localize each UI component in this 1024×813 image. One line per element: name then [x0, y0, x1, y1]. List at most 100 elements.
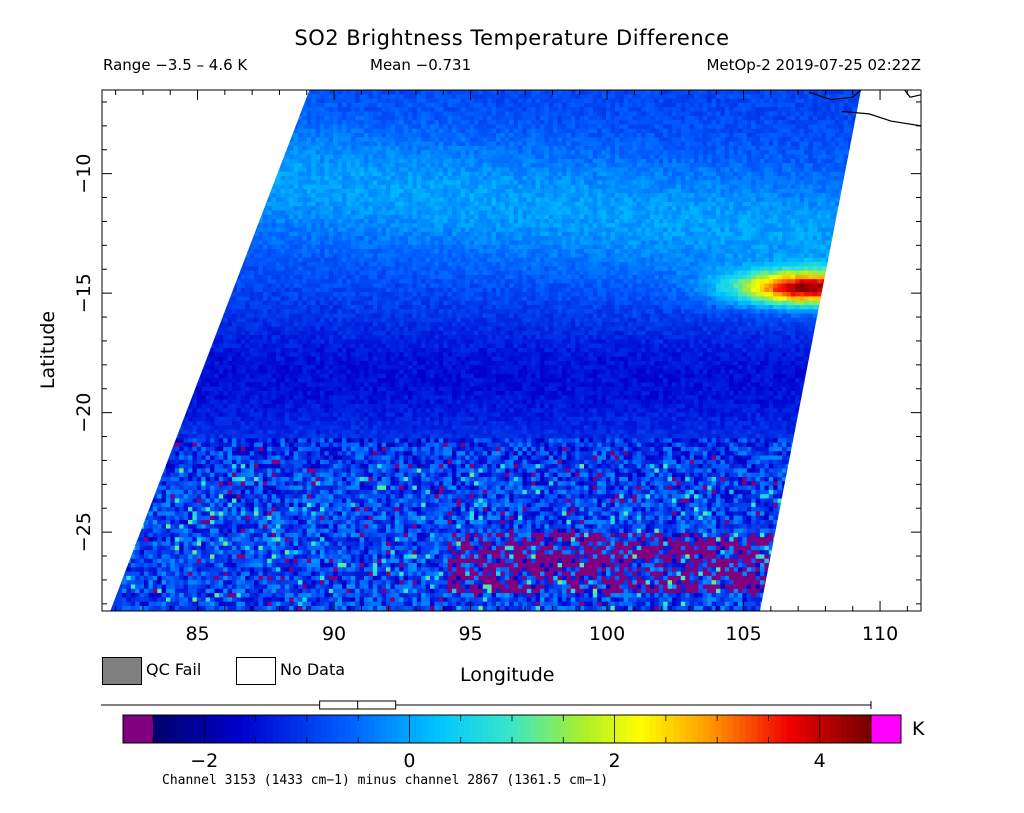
data-cell: [157, 193, 162, 198]
data-cell: [575, 176, 580, 181]
data-cell: [223, 129, 228, 134]
data-cell: [764, 189, 769, 194]
data-cell: [659, 99, 664, 104]
data-cell: [588, 94, 593, 99]
data-cell: [228, 103, 233, 108]
data-cell: [426, 172, 431, 177]
data-cell: [162, 116, 167, 121]
data-cell: [632, 99, 637, 104]
data-cell: [694, 150, 699, 155]
data-cell: [861, 142, 866, 147]
data-cell: [245, 133, 250, 138]
data-cell: [474, 129, 479, 134]
data-cell: [800, 185, 805, 190]
data-cell: [676, 167, 681, 172]
data-cell: [514, 150, 519, 155]
data-cell: [430, 107, 435, 112]
data-cell: [126, 103, 131, 108]
data-cell: [795, 198, 800, 203]
data-cell: [637, 103, 642, 108]
data-cell: [192, 120, 197, 125]
data-cell: [914, 176, 919, 181]
data-cell: [914, 163, 919, 168]
data-cell: [540, 202, 545, 207]
data-cell: [294, 103, 299, 108]
data-cell: [558, 185, 563, 190]
data-cell: [606, 107, 611, 112]
data-cell: [646, 193, 651, 198]
data-cell: [228, 142, 233, 147]
data-cell: [338, 107, 343, 112]
data-cell: [580, 180, 585, 185]
data-cell: [263, 120, 268, 125]
data-cell: [892, 163, 897, 168]
data-cell: [219, 120, 224, 125]
data-cell: [131, 155, 136, 160]
data-cell: [905, 155, 910, 160]
data-cell: [219, 185, 224, 190]
data-cell: [663, 193, 668, 198]
data-cell: [619, 103, 624, 108]
data-cell: [773, 142, 778, 147]
data-cell: [412, 167, 417, 172]
data-cell: [404, 90, 409, 95]
data-cell: [712, 198, 717, 203]
data-cell: [232, 180, 237, 185]
data-cell: [826, 120, 831, 125]
data-cell: [333, 180, 338, 185]
data-cell: [122, 202, 127, 207]
data-cell: [769, 172, 774, 177]
data-cell: [197, 185, 202, 190]
data-cell: [360, 193, 365, 198]
data-cell: [716, 120, 721, 125]
data-cell: [294, 120, 299, 125]
data-cell: [285, 146, 290, 151]
data-cell: [329, 193, 334, 198]
data-cell: [434, 124, 439, 129]
data-cell: [320, 120, 325, 125]
data-cell: [597, 124, 602, 129]
data-cell: [606, 137, 611, 142]
data-cell: [474, 116, 479, 121]
data-cell: [307, 167, 312, 172]
data-cell: [250, 150, 255, 155]
data-cell: [434, 185, 439, 190]
data-cell: [619, 120, 624, 125]
data-cell: [263, 133, 268, 138]
data-cell: [663, 167, 668, 172]
data-cell: [232, 167, 237, 172]
data-cell: [430, 116, 435, 121]
data-cell: [263, 167, 268, 172]
data-cell: [219, 167, 224, 172]
data-cell: [879, 198, 884, 203]
data-cell: [509, 185, 514, 190]
data-cell: [404, 202, 409, 207]
data-cell: [241, 150, 246, 155]
data-cell: [456, 146, 461, 151]
data-cell: [597, 189, 602, 194]
data-cell: [395, 155, 400, 160]
data-cell: [707, 90, 712, 95]
data-cell: [848, 159, 853, 164]
data-cell: [848, 185, 853, 190]
data-cell: [734, 172, 739, 177]
data-cell: [404, 159, 409, 164]
data-cell: [712, 94, 717, 99]
data-cell: [135, 103, 140, 108]
data-cell: [338, 176, 343, 181]
data-cell: [571, 137, 576, 142]
data-cell: [355, 155, 360, 160]
data-cell: [637, 167, 642, 172]
data-cell: [188, 146, 193, 151]
data-cell: [738, 167, 743, 172]
data-cell: [179, 198, 184, 203]
data-cell: [395, 146, 400, 151]
data-cell: [192, 206, 197, 211]
data-cell: [725, 159, 730, 164]
data-cell: [536, 133, 541, 138]
data-cell: [725, 167, 730, 172]
data-cell: [456, 99, 461, 104]
data-cell: [778, 137, 783, 142]
data-cell: [258, 90, 263, 95]
data-cell: [804, 107, 809, 112]
